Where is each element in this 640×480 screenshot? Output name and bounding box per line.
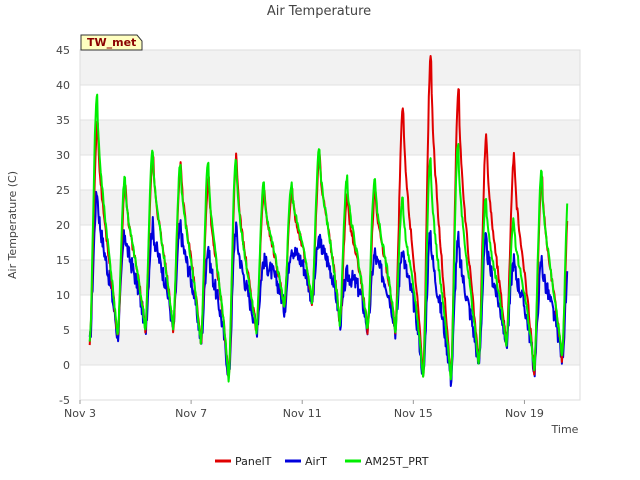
y-tick-label: 25 xyxy=(56,184,70,197)
y-tick-label: 40 xyxy=(56,79,70,92)
x-tick-label: Nov 11 xyxy=(283,407,322,420)
plot-band xyxy=(80,120,580,155)
legend-label-PanelT: PanelT xyxy=(235,455,272,468)
x-tick-label: Nov 15 xyxy=(394,407,433,420)
legend-label-AirT: AirT xyxy=(305,455,327,468)
x-tick-label: Nov 7 xyxy=(175,407,207,420)
legend: PanelT AirT AM25T_PRT xyxy=(215,455,429,468)
y-tick-label: 5 xyxy=(63,324,70,337)
plot-band xyxy=(80,190,580,225)
series-line-AM25T_PRT xyxy=(88,93,569,383)
station-label: TW_met xyxy=(80,34,143,51)
y-tick-label: 0 xyxy=(63,359,70,372)
station-label-box xyxy=(80,34,143,51)
plot-border xyxy=(79,49,581,401)
x-axis: Nov 3 Nov 7 Nov 11 Nov 15 Nov 19 xyxy=(64,400,544,420)
y-tick-label: 20 xyxy=(56,219,70,232)
x-axis-label: Time xyxy=(551,423,579,436)
series-layer xyxy=(88,55,569,387)
y-tick-label: 10 xyxy=(56,289,70,302)
plot-band xyxy=(80,50,580,85)
y-tick-label: -5 xyxy=(59,394,70,407)
legend-label-AM25T_PRT: AM25T_PRT xyxy=(365,455,429,468)
y-tick-label: 35 xyxy=(56,114,70,127)
x-tick-label: Nov 19 xyxy=(505,407,544,420)
y-tick-label: 30 xyxy=(56,149,70,162)
x-tick-label: Nov 3 xyxy=(64,407,96,420)
y-tick-label: 15 xyxy=(56,254,70,267)
chart-title: Air Temperature xyxy=(267,4,371,19)
plot-band xyxy=(80,330,580,365)
y-axis-label: Air Temperature (C) xyxy=(6,171,19,279)
y-tick-label: 45 xyxy=(56,44,70,57)
y-axis: -5 0 5 10 15 20 25 30 35 40 45 xyxy=(56,44,70,407)
station-label-text: TW_met xyxy=(87,36,136,49)
